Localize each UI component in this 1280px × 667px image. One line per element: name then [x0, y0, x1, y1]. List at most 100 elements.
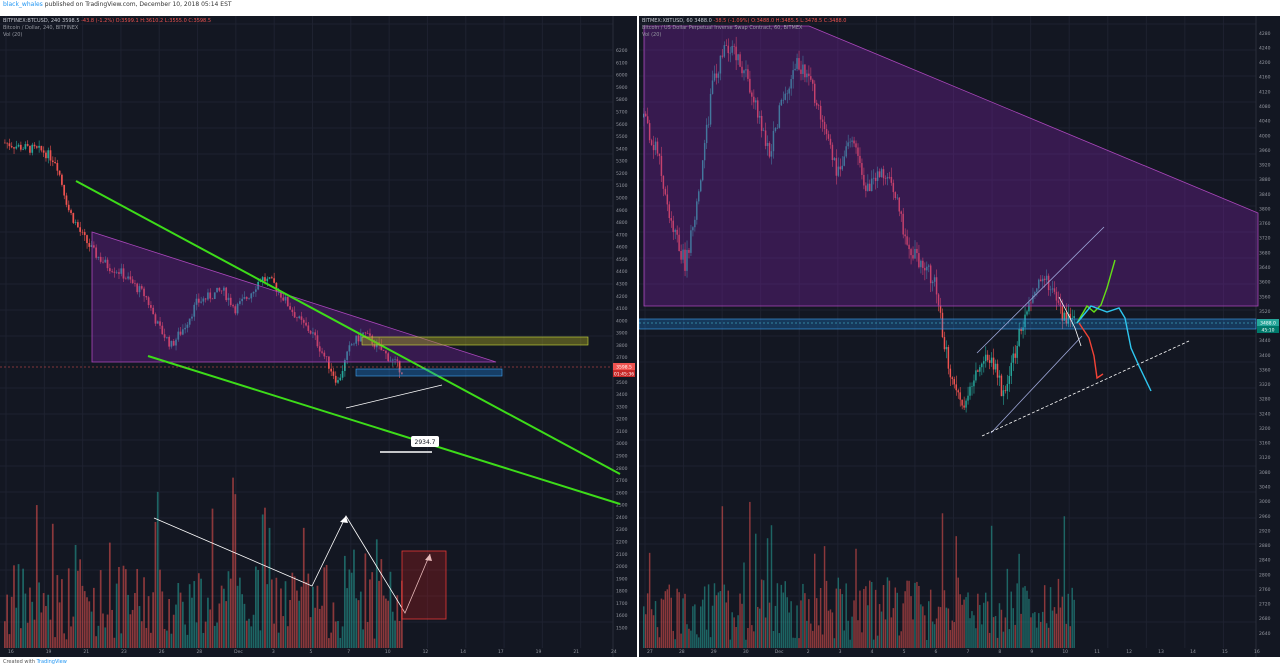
- candle: [1028, 302, 1030, 312]
- left-symbol: BITFINEX:BTCUSD, 240: [3, 18, 61, 24]
- volume-bar: [892, 608, 895, 648]
- candle: [323, 352, 326, 357]
- right-chart-pane[interactable]: 4280 4240 4200 4160 4120 4080 4040 4000 3960 3920…: [639, 16, 1280, 657]
- candle: [150, 305, 152, 308]
- volume-bar: [859, 590, 861, 648]
- candle: [737, 54, 739, 61]
- candle: [127, 276, 129, 279]
- candle: [910, 249, 912, 256]
- volume-bar: [4, 621, 6, 648]
- left-chart-pane[interactable]: 6200 6100 6000 5900 5800 5700 5600 5500 5400 5300…: [0, 16, 637, 657]
- candle: [264, 277, 266, 282]
- x-tick-label: 10: [1062, 649, 1068, 655]
- volume-bar: [70, 626, 72, 648]
- x-tick-label: 12: [1126, 649, 1132, 655]
- candle: [937, 294, 940, 306]
- volume-bar: [268, 527, 271, 648]
- volume-bar: [236, 585, 239, 648]
- volume-bar: [772, 630, 775, 648]
- volume-bar: [723, 584, 726, 648]
- volume-bar: [1055, 613, 1058, 648]
- volume-bar: [273, 623, 275, 648]
- candle: [152, 307, 155, 315]
- volume-bar: [729, 639, 731, 648]
- volume-bar: [188, 584, 191, 648]
- candle: [808, 73, 810, 77]
- volume-bar: [296, 590, 298, 648]
- candle: [195, 298, 198, 305]
- tradingview-logo-link[interactable]: TradingView: [36, 659, 67, 665]
- y-tick-label: 2640: [1259, 631, 1271, 637]
- x-tick-label: 24: [611, 649, 617, 655]
- volume-bar: [1012, 608, 1014, 648]
- volume-bar: [49, 619, 52, 648]
- candle: [831, 144, 834, 161]
- volume-bar: [250, 626, 253, 648]
- volume-bar: [737, 615, 739, 648]
- volume-bar: [678, 592, 680, 648]
- candle: [810, 76, 812, 80]
- volume-bar: [314, 607, 317, 648]
- candle: [216, 287, 218, 293]
- volume-bar: [969, 618, 971, 648]
- candle: [1000, 375, 1003, 397]
- volume-bar: [197, 573, 200, 648]
- volume-bar: [959, 594, 961, 648]
- candle: [806, 73, 808, 78]
- candle: [277, 291, 280, 292]
- volume-bar: [872, 639, 875, 648]
- volume-bar: [305, 581, 307, 648]
- candle: [918, 253, 920, 268]
- x-tick-label: 7: [966, 649, 969, 655]
- candle: [200, 301, 202, 303]
- volume-bar: [922, 606, 924, 648]
- volume-bar: [812, 630, 814, 648]
- candle: [690, 230, 692, 253]
- candle: [941, 312, 944, 338]
- volume-bar: [115, 583, 118, 648]
- candle: [955, 384, 957, 391]
- price-tag: [613, 363, 635, 370]
- volume-bar: [207, 597, 209, 648]
- candle: [298, 316, 301, 319]
- y-tick-label: 1600: [616, 613, 628, 619]
- candle: [1018, 329, 1020, 346]
- left-chart-svg[interactable]: 6200610060005900580057005600550054005300…: [0, 16, 637, 657]
- candle: [81, 231, 84, 233]
- candle: [330, 368, 332, 372]
- candle: [884, 178, 887, 179]
- volume-bar: [220, 585, 223, 648]
- volume-bar: [914, 582, 916, 648]
- candle: [646, 116, 649, 124]
- volume-bar: [396, 595, 399, 648]
- right-chart-svg[interactable]: 4280 4240 4200 4160 4120 4080 4040 4000 3960 3920…: [639, 16, 1280, 657]
- candle: [1053, 288, 1056, 292]
- y-tick-label: 3100: [616, 429, 628, 435]
- candle: [943, 337, 946, 350]
- candle: [723, 45, 726, 57]
- candle: [819, 105, 822, 120]
- candle: [959, 392, 961, 400]
- candle: [986, 354, 989, 361]
- volume-bar: [971, 611, 973, 648]
- candle: [979, 367, 981, 372]
- volume-bar: [74, 544, 77, 648]
- y-tick-label: 3920: [1259, 163, 1271, 169]
- volume-bar: [111, 609, 113, 648]
- candle: [65, 195, 68, 205]
- volume-bar: [819, 587, 822, 648]
- volume-bar: [827, 610, 830, 648]
- x-tick-label: Dec: [234, 649, 243, 655]
- volume-bar: [662, 599, 665, 648]
- candle: [1006, 383, 1009, 392]
- candle: [4, 142, 6, 144]
- y-tick-label: 5800: [616, 97, 628, 103]
- candle: [213, 292, 216, 299]
- candle: [1038, 279, 1040, 289]
- candle: [849, 141, 851, 143]
- volume-bar: [6, 594, 8, 648]
- volume-bar: [986, 601, 989, 648]
- y-tick-label: 3800: [616, 343, 628, 349]
- author-link[interactable]: black_whales: [3, 1, 43, 8]
- volume-bar: [756, 606, 759, 648]
